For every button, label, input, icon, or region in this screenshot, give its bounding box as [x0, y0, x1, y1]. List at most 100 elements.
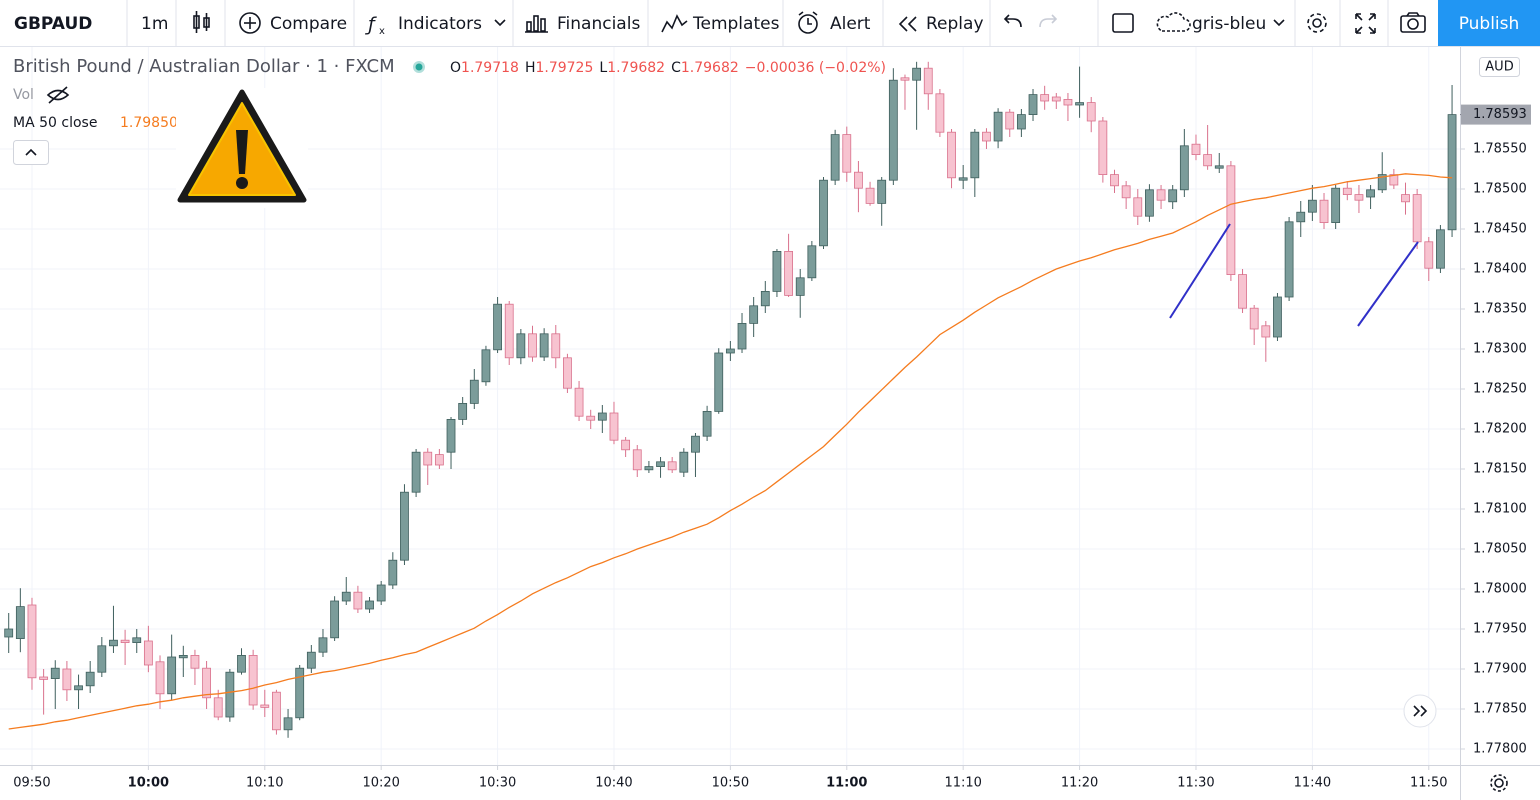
instrument: British Pound / Australian Dollar · 1 · … [13, 56, 395, 77]
interval[interactable]: 1m [141, 14, 168, 34]
candle-body [1401, 194, 1410, 203]
alert-icon[interactable] [798, 11, 818, 34]
candle-body [586, 415, 596, 421]
candle-body [1226, 165, 1236, 276]
candle-body [656, 461, 665, 467]
ohlc-value: 1.79725 [535, 60, 593, 76]
candle-body [912, 67, 922, 81]
candle-body [528, 333, 537, 358]
candle-body [714, 352, 724, 412]
candle-body [819, 179, 828, 247]
candle-body [295, 667, 305, 719]
redo[interactable] [1039, 14, 1058, 28]
candle-body [458, 402, 468, 420]
candle-body [691, 435, 700, 453]
templates-icon[interactable] [661, 14, 688, 33]
y-tick-label: 1.78100 [1473, 502, 1527, 517]
y-tick-label: 1.78250 [1473, 382, 1527, 397]
currency: AUD [1485, 60, 1513, 75]
publish-button[interactable] [1438, 0, 1540, 46]
candle-body [388, 559, 398, 586]
currency-box [1479, 57, 1520, 77]
layout-icon[interactable] [1112, 13, 1134, 33]
candle-body [39, 676, 49, 680]
indicators-button[interactable]: Indicators [398, 14, 482, 34]
indicators-icon[interactable]: ƒ [365, 14, 377, 36]
candle-body [120, 639, 130, 644]
ohlc-value: 1.79682 [681, 60, 739, 76]
trend-line[interactable] [1357, 241, 1419, 327]
candle-body [772, 250, 782, 292]
candle-body [935, 93, 945, 133]
publish-label[interactable]: Publish [1459, 14, 1520, 34]
fullscreen-icon[interactable] [1355, 13, 1376, 34]
axes: 1.77800 1.77850 1.77900 1.77950 1.78000 1.780… [13, 57, 1531, 791]
candle-body [1424, 241, 1434, 269]
y-tick-label: 1.78400 [1473, 262, 1527, 277]
candle-body [469, 379, 479, 404]
y-tick-label: 1.77900 [1473, 662, 1527, 677]
collapse-button[interactable] [13, 140, 49, 165]
candle-body [1354, 194, 1364, 201]
replay-button[interactable]: Replay [926, 14, 984, 34]
compare-button[interactable]: Compare [270, 14, 347, 34]
layout-chevron[interactable] [1273, 19, 1285, 27]
candle-body [1051, 96, 1061, 102]
alert-button[interactable]: Alert [830, 14, 871, 34]
candle-body [1086, 102, 1096, 122]
financials-icon[interactable] [525, 15, 548, 33]
trend-line[interactable] [1169, 223, 1231, 319]
candle-body [737, 322, 747, 350]
y-tick-label: 1.78150 [1473, 462, 1527, 477]
candle-body [411, 451, 421, 493]
scroll-to-end-icon [1413, 705, 1428, 717]
axis-settings[interactable] [1490, 774, 1508, 792]
candle-body [248, 655, 258, 706]
ohlc-value: 1.79682 [607, 60, 665, 76]
candle-body [1016, 114, 1026, 130]
cloud-icon[interactable] [1156, 12, 1191, 32]
symbol[interactable]: GBPAUD [14, 14, 92, 34]
undo[interactable] [1003, 14, 1022, 28]
candle-body [493, 303, 502, 351]
candle-body [1005, 111, 1015, 130]
candle-body [225, 671, 235, 718]
candle-body [1075, 102, 1084, 106]
templates-button[interactable]: Templates [692, 14, 780, 34]
indicators-chevron[interactable] [494, 19, 506, 27]
indicators-icon-x: x [379, 26, 385, 37]
candle-body [1028, 94, 1038, 115]
candle-body [1296, 211, 1306, 223]
candle-icon[interactable] [193, 11, 210, 33]
candle-body [74, 685, 83, 691]
y-tick-label: 1.78450 [1473, 222, 1527, 237]
settings-icon[interactable] [1307, 13, 1327, 33]
candle-body [1156, 189, 1166, 201]
layout-name[interactable]: gris-bleu [1192, 14, 1266, 34]
candle-body [481, 349, 491, 383]
candle-body [923, 67, 933, 95]
x-tick-label: 10:40 [595, 776, 632, 791]
candle-body [1436, 229, 1445, 269]
x-tick-label: 11:40 [1294, 776, 1331, 791]
snapshot-icon[interactable] [1400, 12, 1426, 33]
x-tick-label: 10:30 [479, 776, 516, 791]
x-tick-label: 10:50 [712, 776, 749, 791]
candle-body [551, 333, 561, 359]
y-tick-label: 1.78050 [1473, 542, 1527, 557]
candle-body [1319, 199, 1329, 223]
candle-body [1389, 174, 1399, 186]
y-tick-label: 1.78550 [1473, 142, 1527, 157]
candle-body [132, 637, 142, 643]
replay-icon[interactable] [898, 16, 917, 32]
candle-body [1179, 145, 1189, 191]
candle-body [1273, 296, 1282, 338]
candle-body [1261, 325, 1271, 338]
candle-body [1110, 174, 1119, 187]
compare-icon[interactable] [239, 12, 261, 34]
hidden-icon[interactable] [46, 86, 70, 104]
financials-button[interactable]: Financials [557, 14, 640, 34]
y-tick-label: 1.78000 [1473, 582, 1527, 597]
candle-body [784, 250, 793, 296]
